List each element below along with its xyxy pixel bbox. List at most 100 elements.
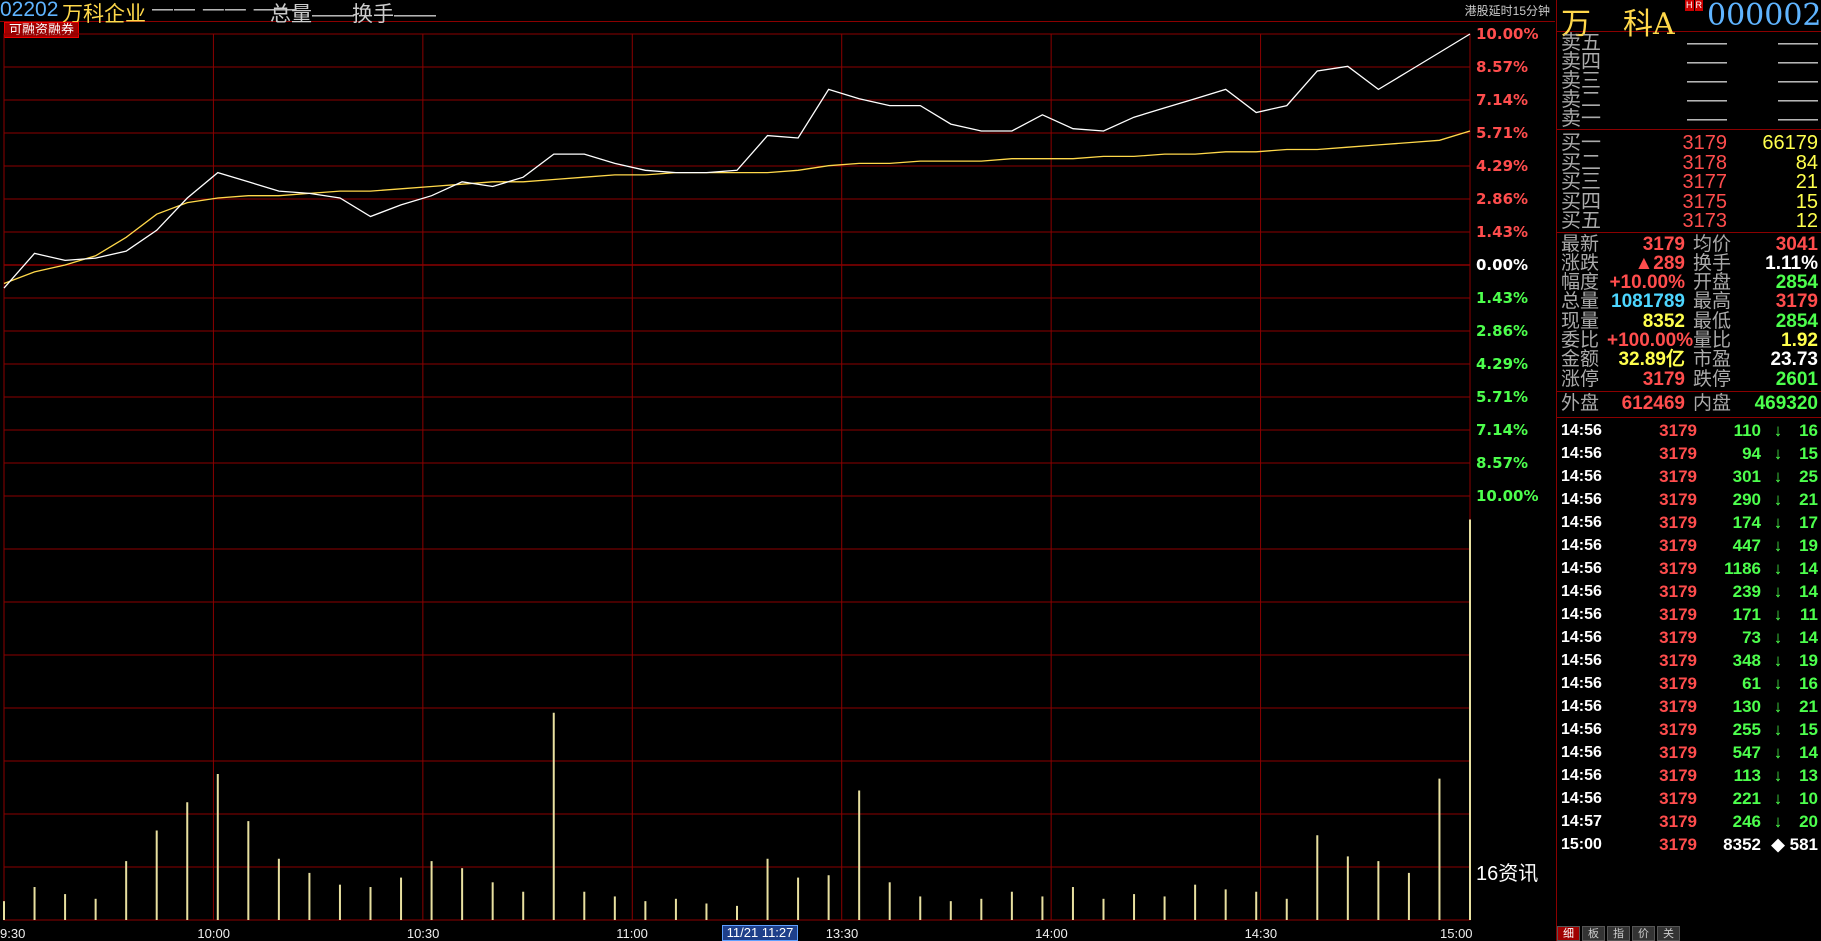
hk-connect-badges: H R [1685, 0, 1703, 11]
tick-volume: 290 [1732, 489, 1761, 509]
tick-direction-icon: ↓ [1773, 627, 1783, 647]
quote-label: 现量 [1561, 310, 1600, 332]
tick-volume: 61 [1742, 673, 1761, 693]
tick-row[interactable]: 14:56 3179 61 ↓ 16 [1557, 672, 1821, 695]
panel-tab[interactable]: 指 [1607, 926, 1630, 941]
tick-row[interactable]: 14:57 3179 246 ↓ 20 [1557, 810, 1821, 833]
percent-label: 5.71% [1476, 124, 1529, 142]
tick-row[interactable]: 14:56 3179 290 ↓ 21 [1557, 488, 1821, 511]
tick-time: 14:56 [1561, 559, 1602, 577]
tick-row[interactable]: 14:56 3179 174 ↓ 17 [1557, 511, 1821, 534]
tick-row[interactable]: 14:56 3179 221 ↓ 10 [1557, 787, 1821, 810]
tick-price: 3179 [1659, 811, 1697, 831]
tick-count: 20 [1799, 811, 1818, 831]
tick-row[interactable]: 14:56 3179 113 ↓ 13 [1557, 764, 1821, 787]
tick-row[interactable]: 14:56 3179 110 ↓ 16 [1557, 419, 1821, 442]
ask-row[interactable]: 卖三 —— —— [1557, 70, 1821, 92]
quote-value: 3179 [1642, 368, 1685, 390]
panel-tab[interactable]: 细 [1557, 926, 1580, 941]
tick-row[interactable]: 14:56 3179 348 ↓ 19 [1557, 649, 1821, 672]
time-label: 13:30 [825, 926, 859, 941]
tick-time: 14:56 [1561, 490, 1602, 508]
tick-time: 14:56 [1561, 743, 1602, 761]
tick-row[interactable]: 14:56 3179 73 ↓ 14 [1557, 626, 1821, 649]
divider [1557, 231, 1821, 233]
tick-row[interactable]: 14:56 3179 130 ↓ 21 [1557, 695, 1821, 718]
turnover-indicator: 换手—— [352, 3, 436, 26]
panel-tab[interactable]: 板 [1582, 926, 1605, 941]
tick-count: 13 [1799, 765, 1818, 785]
bid-volume: 66179 [1762, 132, 1818, 154]
news-link[interactable]: 16资讯 [1476, 863, 1539, 885]
tick-count: 14 [1799, 627, 1818, 647]
tick-row[interactable]: 14:56 3179 94 ↓ 15 [1557, 442, 1821, 465]
tick-volume: 8352 [1723, 834, 1761, 854]
tick-row[interactable]: 14:56 3179 171 ↓ 11 [1557, 603, 1821, 626]
tick-volume: 255 [1732, 719, 1761, 739]
percent-label: 4.29% [1476, 157, 1529, 175]
tick-volume: 94 [1742, 443, 1761, 463]
tick-row[interactable]: 14:56 3179 301 ↓ 25 [1557, 465, 1821, 488]
quote-label: 涨停 [1561, 368, 1600, 390]
outer-volume: 612469 [1621, 392, 1685, 414]
bid-volume: 12 [1795, 210, 1818, 232]
ask-row[interactable]: 卖四 —— —— [1557, 51, 1821, 73]
intraday-chart[interactable] [0, 22, 1555, 926]
tick-time: 14:56 [1561, 697, 1602, 715]
delay-note: 港股延时15分钟 [1464, 4, 1550, 18]
tick-price: 3179 [1659, 604, 1697, 624]
bid-row[interactable]: 买二 3178 84 [1557, 152, 1821, 174]
bid-row[interactable]: 买三 3177 21 [1557, 171, 1821, 193]
bid-label: 买一 [1561, 132, 1601, 154]
quote-panel: 万 科A H R 000002 卖五 —— —— 卖四 —— —— 卖三 —— —— 卖二 —— ——… [1556, 0, 1821, 941]
ask-price: —— [1687, 51, 1727, 73]
ask-row[interactable]: 卖二 —— —— [1557, 89, 1821, 111]
tick-price: 3179 [1659, 581, 1697, 601]
tick-price: 3179 [1659, 788, 1697, 808]
plot-border [3, 33, 1471, 921]
quote-row: 现量 8352 最低 2854 [1557, 311, 1821, 333]
ask-row[interactable]: 卖一 —— —— [1557, 108, 1821, 130]
ask-price: —— [1687, 108, 1727, 130]
tick-row[interactable]: 14:56 3179 447 ↓ 19 [1557, 534, 1821, 557]
time-label: 10:30 [406, 926, 440, 941]
tick-volume: 447 [1732, 535, 1761, 555]
tick-count: 25 [1799, 466, 1818, 486]
tick-direction-icon: ↓ [1773, 811, 1783, 831]
ask-row[interactable]: 卖五 —— —— [1557, 32, 1821, 54]
tick-volume: 239 [1732, 581, 1761, 601]
tick-row[interactable]: 14:56 3179 255 ↓ 15 [1557, 718, 1821, 741]
quote-value: 3179 [1642, 233, 1685, 255]
panel-tab[interactable]: 关 [1657, 926, 1680, 941]
quote-value: 32.89亿 [1618, 349, 1685, 371]
ask-label: 卖五 [1561, 32, 1601, 54]
bid-row[interactable]: 买四 3175 15 [1557, 191, 1821, 213]
percent-label: 5.71% [1476, 388, 1529, 406]
bid-row[interactable]: 买一 3179 66179 [1557, 132, 1821, 154]
percent-label: 1.43% [1476, 289, 1529, 307]
tick-time: 14:56 [1561, 651, 1602, 669]
time-label: 11:00 [616, 926, 648, 941]
bid-price: 3173 [1682, 210, 1728, 232]
quote-label: 换手 [1693, 252, 1732, 274]
bid-price: 3178 [1682, 151, 1728, 174]
tick-row[interactable]: 14:56 3179 1186 ↓ 14 [1557, 557, 1821, 580]
quote-label: 最低 [1693, 310, 1732, 332]
tick-row[interactable]: 14:56 3179 239 ↓ 14 [1557, 580, 1821, 603]
indicator-placeholder: —— —— —— [152, 0, 298, 20]
bid-row[interactable]: 买五 3173 12 [1557, 210, 1821, 232]
quote-row: 涨跌 ▲289 换手 1.11% [1557, 253, 1821, 275]
bid-volume: 21 [1795, 171, 1818, 193]
quote-label: 最新 [1561, 233, 1600, 255]
ask-volume: —— [1778, 108, 1818, 130]
tick-row[interactable]: 14:56 3179 547 ↓ 14 [1557, 741, 1821, 764]
hk-stock-name[interactable]: 万科企业 [62, 3, 146, 26]
panel-tab[interactable]: 价 [1632, 926, 1655, 941]
tick-count: 15 [1799, 719, 1818, 739]
tick-count: 19 [1799, 535, 1818, 555]
tick-price: 3179 [1659, 834, 1697, 854]
hk-stock-code[interactable]: 02202 [0, 0, 59, 21]
ask-volume: —— [1778, 51, 1818, 73]
tick-row[interactable]: 15:00 3179 8352 ◆ 581 [1557, 833, 1821, 856]
tick-volume: 221 [1732, 788, 1761, 808]
